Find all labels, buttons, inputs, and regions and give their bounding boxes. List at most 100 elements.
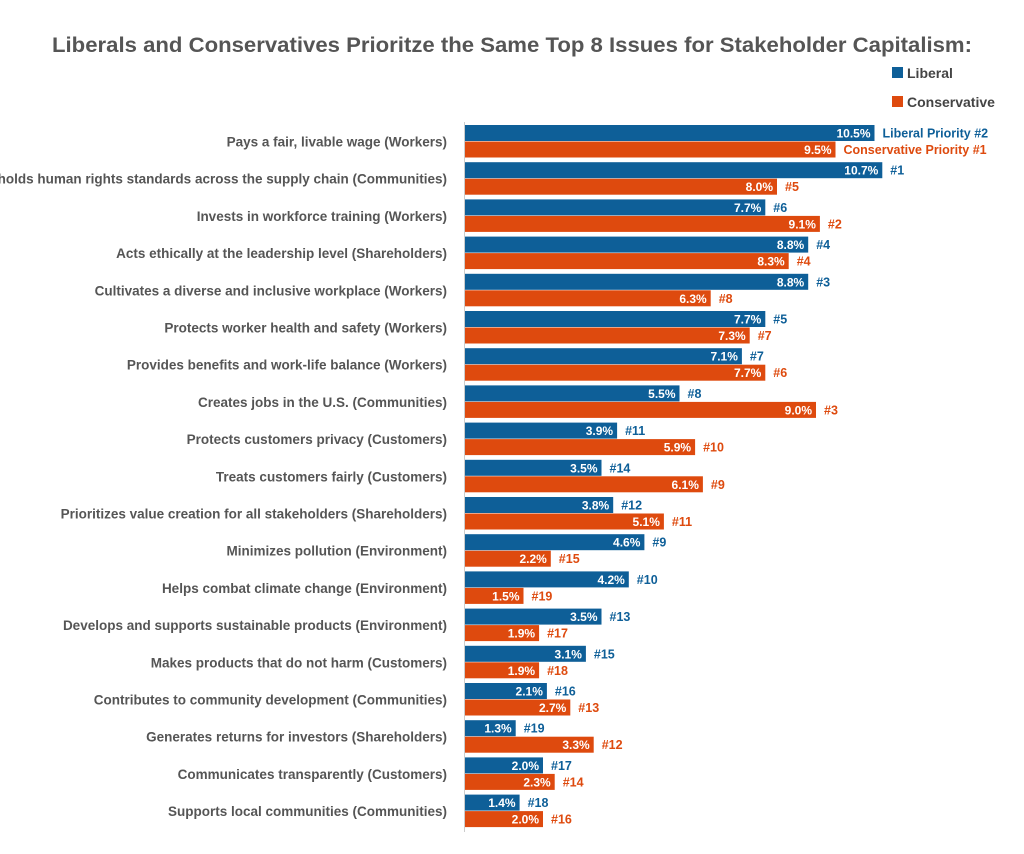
category-label: Makes products that do not harm (Custome…: [151, 655, 447, 670]
bar-conservative: [465, 513, 664, 530]
bar-liberal: [465, 497, 614, 513]
value-label-liberal: 7.1%: [711, 350, 739, 364]
bar-liberal: [465, 645, 586, 662]
chart-marks: Pays a fair, livable wage (Workers) 10.5%…: [0, 125, 989, 828]
chart-title: Liberals and Conservatives Prioritze the…: [52, 34, 972, 57]
rank-label-liberal: #12: [621, 499, 642, 513]
rank-label-liberal: #18: [528, 796, 549, 810]
value-label-liberal: 10.5%: [836, 127, 870, 141]
rank-label-conservative: #19: [532, 589, 553, 603]
rank-label-liberal: #13: [610, 610, 631, 624]
legend-label-conservative: Conservative: [907, 94, 995, 110]
bar-liberal: [465, 311, 766, 327]
value-label-liberal: 7.7%: [734, 313, 762, 327]
value-label-conservative: 1.5%: [492, 589, 520, 603]
value-label-conservative: 9.0%: [785, 403, 813, 417]
bar-conservative: [465, 178, 777, 195]
rank-label-liberal: #9: [652, 536, 666, 550]
rank-label-liberal: Liberal Priority #2: [883, 127, 989, 141]
rank-label-liberal: #15: [594, 647, 615, 661]
value-label-liberal: 3.9%: [586, 424, 614, 438]
rank-label-liberal: #3: [816, 275, 830, 289]
bar-conservative: [465, 439, 696, 456]
value-label-liberal: 3.5%: [570, 461, 598, 475]
value-label-liberal: 8.8%: [777, 275, 805, 289]
value-label-liberal: 4.2%: [597, 573, 625, 587]
value-label-liberal: 7.7%: [734, 201, 762, 215]
rank-label-liberal: #10: [637, 573, 658, 587]
bar-conservative: [465, 625, 540, 642]
rank-label-conservative: #7: [758, 329, 772, 343]
rank-label-liberal: #19: [524, 722, 545, 736]
rank-label-conservative: #11: [672, 515, 692, 529]
bar-liberal: [465, 459, 602, 476]
bar-conservative: [465, 476, 703, 493]
bar-liberal: [465, 348, 742, 365]
value-label-liberal: 2.0%: [512, 759, 540, 773]
category-label: Generates returns for investors (Shareho…: [146, 730, 447, 745]
value-label-liberal: 5.5%: [648, 387, 676, 401]
value-label-conservative: 1.9%: [508, 664, 536, 678]
rank-label-liberal: #4: [816, 238, 830, 252]
rank-label-conservative: #2: [828, 217, 842, 231]
bar-conservative: [465, 736, 594, 753]
bar-conservative: [465, 773, 555, 790]
category-label: Contributes to community development (Co…: [94, 693, 447, 708]
bar-liberal: [465, 125, 875, 141]
rank-label-liberal: #7: [750, 350, 764, 364]
value-label-conservative: 2.0%: [512, 813, 540, 827]
value-label-conservative: 3.3%: [562, 738, 590, 752]
bar-liberal: [465, 199, 766, 216]
rank-label-liberal: #5: [773, 313, 787, 327]
bar-conservative: [465, 662, 540, 679]
rank-label-conservative: #17: [547, 627, 568, 641]
bar-liberal: [465, 757, 543, 774]
legend: Liberal Conservative: [892, 65, 995, 110]
rank-label-liberal: #11: [625, 424, 645, 438]
rank-label-conservative: #12: [602, 738, 623, 752]
rank-label-conservative: #16: [551, 813, 572, 827]
bar-liberal: [465, 385, 680, 402]
rank-label-conservative: #18: [547, 664, 568, 678]
value-label-conservative: 7.7%: [734, 366, 762, 380]
bar-conservative: [465, 550, 551, 567]
value-label-liberal: 3.5%: [570, 610, 598, 624]
value-label-conservative: 1.9%: [508, 627, 536, 641]
value-label-liberal: 10.7%: [844, 164, 878, 178]
bar-liberal: [465, 236, 809, 253]
bar-conservative: [465, 587, 524, 604]
value-label-conservative: 8.0%: [746, 180, 774, 194]
category-label: Creates jobs in the U.S. (Communities): [198, 395, 447, 410]
category-label: Helps combat climate change (Environment…: [162, 581, 447, 596]
legend-swatch-conservative: [892, 96, 903, 107]
bar-liberal: [465, 683, 547, 699]
bar-liberal: [465, 571, 629, 588]
bar-liberal: [465, 720, 516, 737]
bar-liberal: [465, 608, 602, 625]
value-label-liberal: 3.8%: [582, 499, 610, 513]
value-label-conservative: 5.1%: [633, 515, 661, 529]
bar-conservative: [465, 699, 571, 716]
value-label-liberal: 4.6%: [613, 536, 641, 550]
rank-label-conservative: #8: [719, 292, 733, 306]
value-label-conservative: 2.7%: [539, 701, 567, 715]
bar-conservative: [465, 401, 816, 418]
rank-label-conservative: #15: [559, 552, 580, 566]
rank-label-conservative: #9: [711, 478, 725, 492]
bar-liberal: [465, 534, 645, 551]
bar-conservative: [465, 290, 711, 307]
bar-conservative: [465, 811, 543, 828]
value-label-conservative: 6.1%: [672, 478, 700, 492]
category-label: Supports local communities (Communities): [168, 804, 447, 819]
category-label: Pays a fair, livable wage (Workers): [227, 135, 447, 150]
legend-swatch-liberal: [892, 67, 903, 78]
rank-label-conservative: Conservative Priority #1: [844, 143, 987, 157]
value-label-liberal: 1.3%: [484, 722, 512, 736]
bar-conservative: [465, 215, 820, 232]
rank-label-conservative: #5: [785, 180, 799, 194]
bar-conservative: [465, 141, 836, 158]
value-label-conservative: 2.3%: [523, 775, 551, 789]
category-label: Protects customers privacy (Customers): [187, 432, 447, 447]
